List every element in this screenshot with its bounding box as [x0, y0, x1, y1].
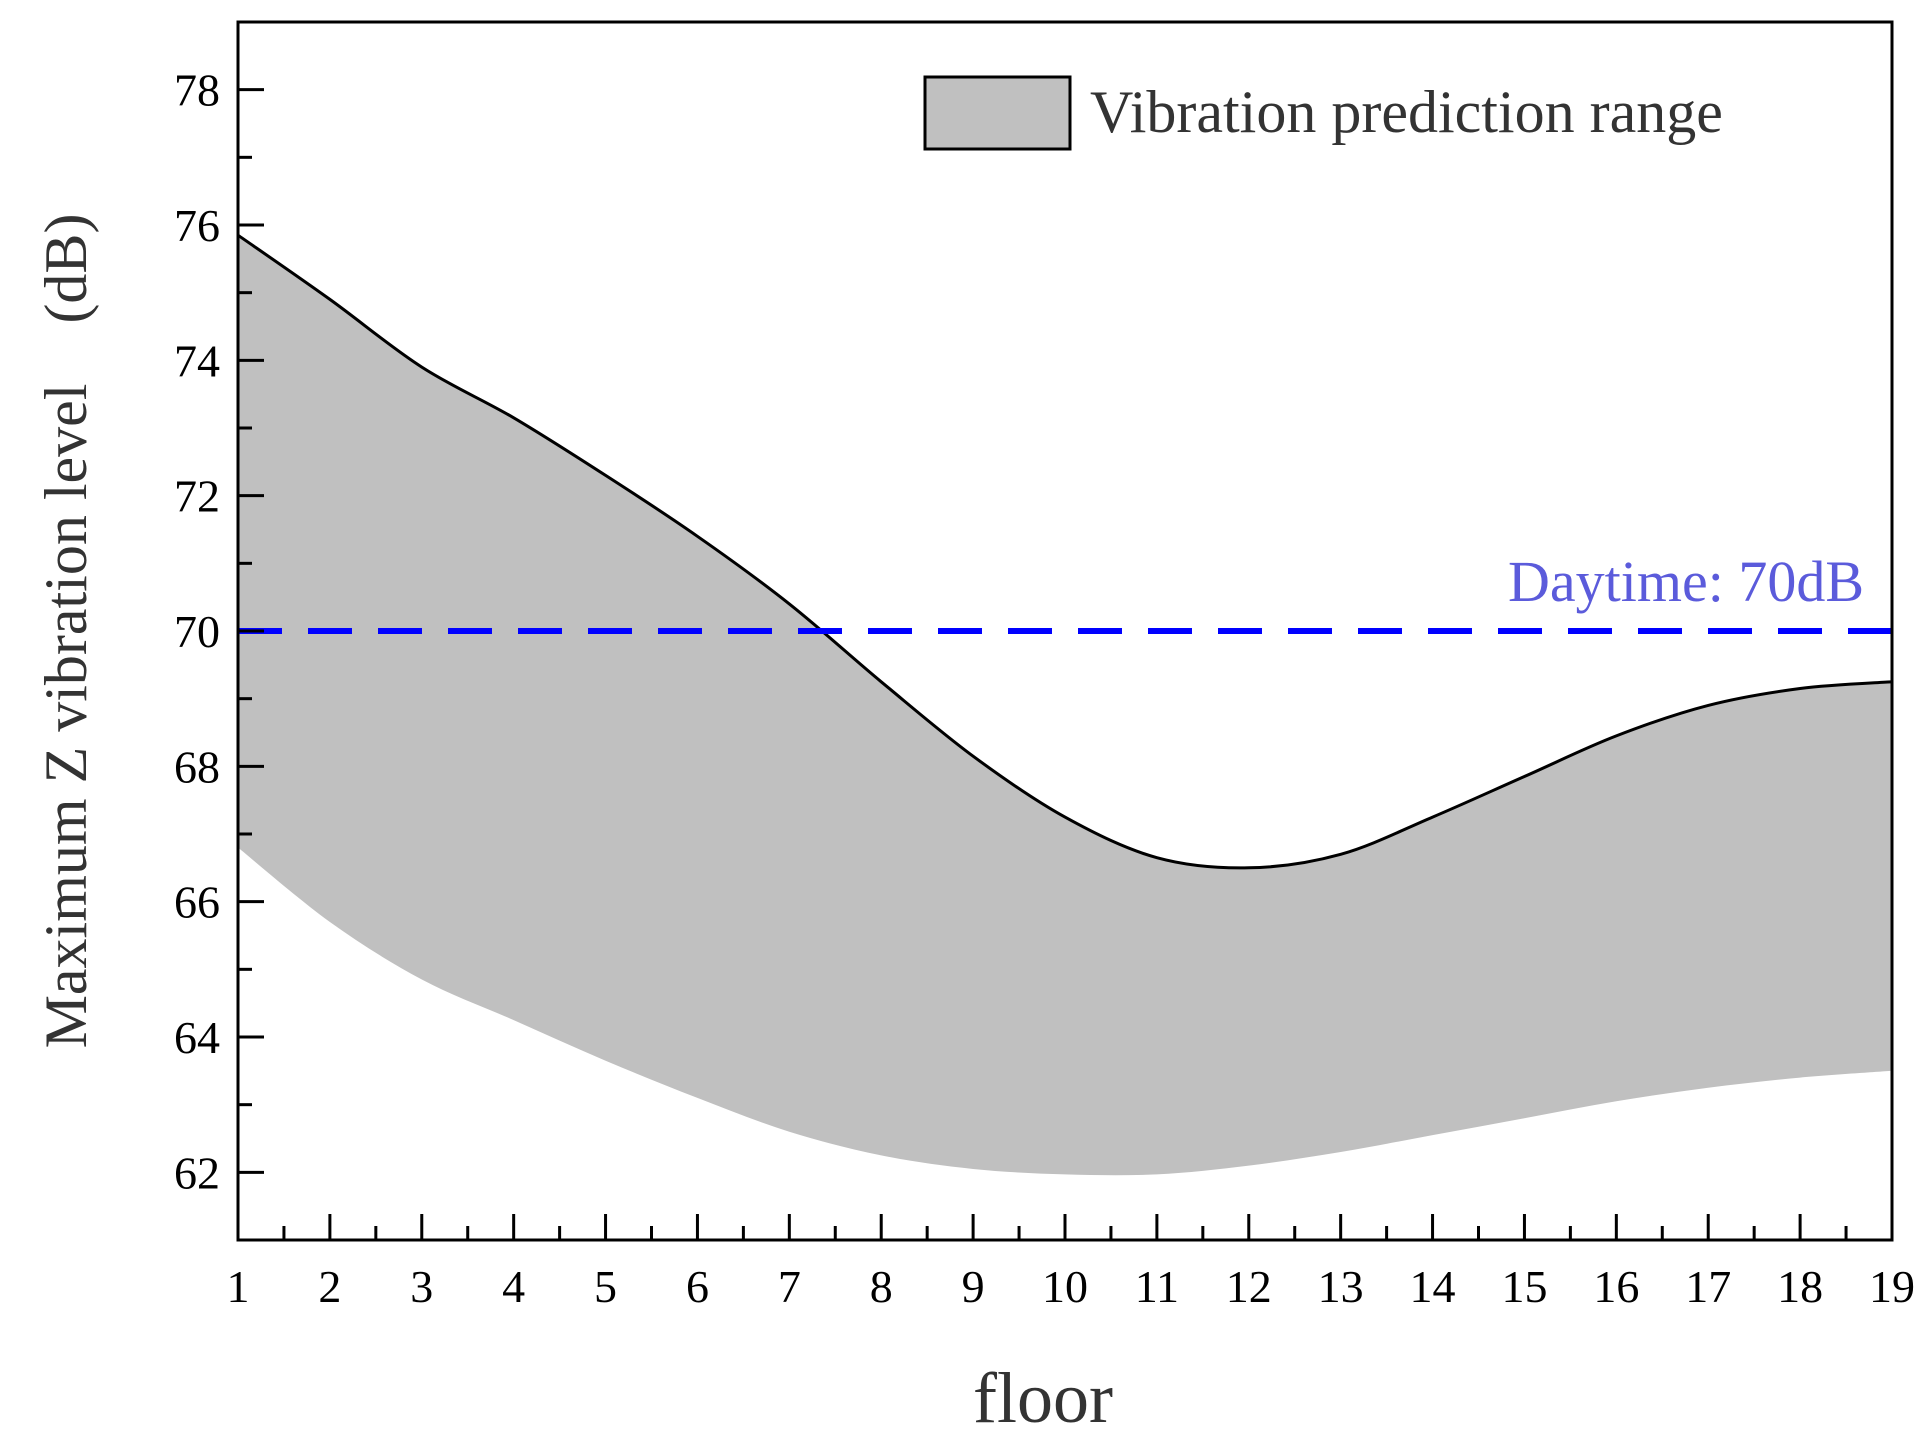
- x-tick-label: 7: [778, 1261, 801, 1312]
- x-tick-label: 3: [410, 1261, 433, 1312]
- x-tick-label: 14: [1410, 1261, 1456, 1312]
- y-tick-label: 64: [174, 1012, 220, 1063]
- x-tick-label: 18: [1777, 1261, 1823, 1312]
- y-tick-label: 66: [174, 877, 220, 928]
- y-tick-label: 68: [174, 741, 220, 792]
- x-tick-label: 9: [962, 1261, 985, 1312]
- x-tick-label: 16: [1593, 1261, 1639, 1312]
- x-axis-ticks: 1 2 3 4 5 6 7 8 9 10 11 12 13 14 15 16 17 18 19: [227, 1214, 1915, 1312]
- plot-area: Daytime: 70dB: [237, 233, 1893, 1176]
- x-tick-label: 1: [227, 1261, 250, 1312]
- prediction-range-band: [238, 235, 1892, 1176]
- x-tick-label: 11: [1135, 1261, 1179, 1312]
- x-tick-label: 8: [870, 1261, 893, 1312]
- x-tick-label: 2: [318, 1261, 341, 1312]
- legend: Vibration prediction range: [923, 75, 1723, 151]
- y-tick-label: 78: [174, 65, 220, 116]
- x-tick-label: 19: [1869, 1261, 1915, 1312]
- daytime-threshold-label: Daytime: 70dB: [1508, 549, 1864, 614]
- y-tick-label: 72: [174, 471, 220, 522]
- legend-label: Vibration prediction range: [1090, 79, 1723, 145]
- y-axis-title: Maximum Z vibration level (dB): [33, 214, 99, 1049]
- x-tick-label: 17: [1685, 1261, 1731, 1312]
- y-tick-label: 74: [174, 335, 220, 386]
- y-tick-label: 76: [174, 200, 220, 251]
- y-tick-label: 70: [174, 606, 220, 657]
- plot-frame: [236, 20, 1894, 1242]
- legend-swatch: [923, 75, 1072, 151]
- x-tick-label: 12: [1226, 1261, 1272, 1312]
- prediction-range-upper-edge: [237, 233, 1893, 870]
- x-tick-label: 13: [1318, 1261, 1364, 1312]
- y-tick-label: 62: [174, 1147, 220, 1198]
- x-tick-label: 5: [594, 1261, 617, 1312]
- x-tick-label: 4: [502, 1261, 525, 1312]
- y-axis-ticks: 62 64 66 68 70 72 74 76 78: [174, 65, 264, 1198]
- x-tick-label: 6: [686, 1261, 709, 1312]
- x-tick-label: 10: [1042, 1261, 1088, 1312]
- x-axis-title: floor: [973, 1358, 1113, 1438]
- x-tick-label: 15: [1501, 1261, 1547, 1312]
